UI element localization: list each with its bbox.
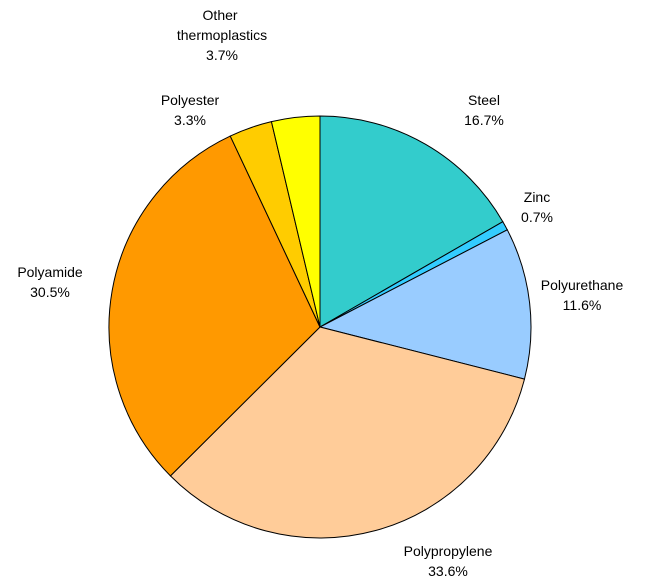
slice-label: Polypropylene: [404, 543, 493, 559]
slice-label: Polyurethane: [541, 277, 624, 293]
pie-slice: [108, 135, 321, 477]
slice-label: Polyester: [161, 92, 220, 108]
pie-slice: [318, 229, 532, 380]
slice-label: Zinc: [524, 189, 550, 205]
value-label: 11.6%: [563, 297, 602, 313]
pie-slice: [270, 115, 321, 328]
pie-slice: [319, 115, 504, 328]
value-label: 0.7%: [521, 209, 553, 225]
value-label: 3.7%: [206, 47, 238, 63]
value-label: 33.6%: [428, 563, 468, 579]
value-label: 30.5%: [30, 284, 70, 300]
value-label: 3.3%: [174, 112, 206, 128]
slice-label: Polyamide: [17, 264, 83, 280]
pie-slice: [169, 326, 526, 539]
slice-label: Steel: [468, 92, 500, 108]
value-label: 16.7%: [464, 112, 504, 128]
slice-label: Other thermoplastics: [177, 7, 267, 43]
